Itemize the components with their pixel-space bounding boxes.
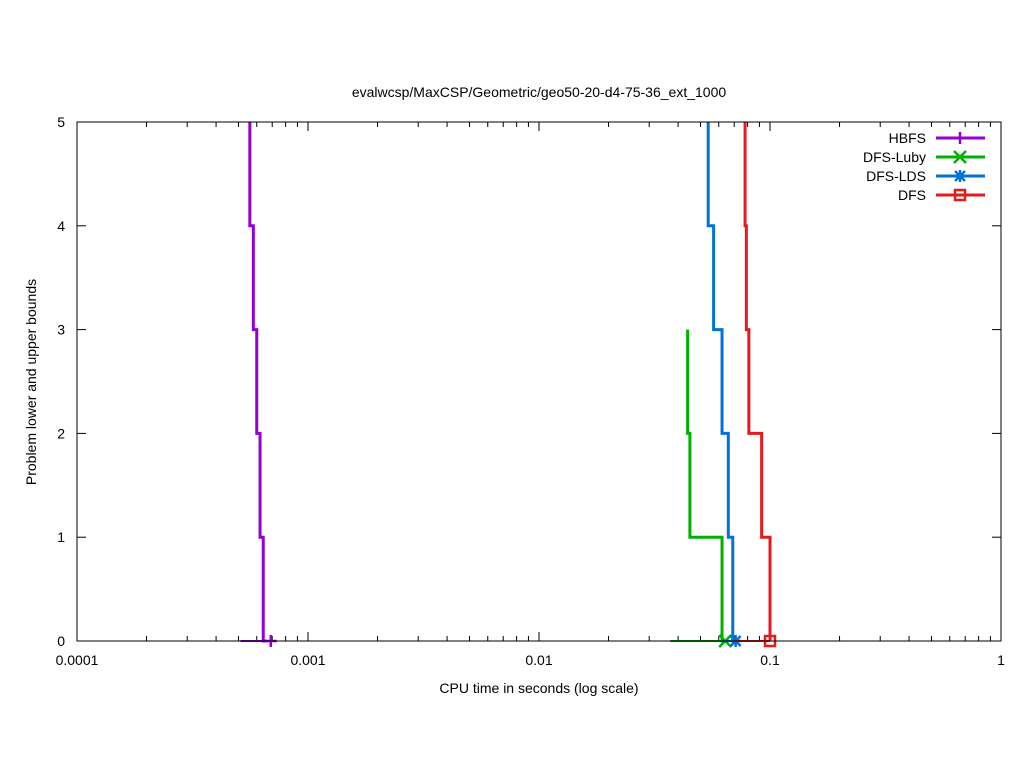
legend: HBFS DFS-Luby DFS-LDS DFS — [863, 130, 985, 203]
x-axis-label: CPU time in seconds (log scale) — [439, 680, 638, 696]
legend-label-dfs: DFS — [898, 187, 926, 203]
y-tick-label: 4 — [57, 218, 65, 234]
legend-label-dfs-luby: DFS-Luby — [863, 149, 926, 165]
y-axis-label: Problem lower and upper bounds — [23, 279, 39, 485]
series-dfs-lds-upper-bound — [706, 122, 736, 643]
legend-marker-dfs-lds — [954, 170, 966, 182]
series-hbfs — [240, 122, 277, 647]
legend-marker-dfs — [953, 188, 967, 202]
legend-label-dfs-lds: DFS-LDS — [866, 168, 926, 184]
x-tick-label: 0.01 — [525, 652, 552, 668]
x-tick-label: 1 — [997, 652, 1005, 668]
y-tick-label: 0 — [57, 633, 65, 649]
y-tick-label: 1 — [57, 529, 65, 545]
y-tick-label: 3 — [57, 322, 65, 338]
x-tick-label: 0.1 — [760, 652, 780, 668]
series-hbfs-upper-bound — [248, 122, 267, 643]
plot-frame — [76, 121, 1002, 642]
x-tick-label: 0.0001 — [56, 652, 99, 668]
series-lines — [240, 122, 777, 648]
series-dfs-lds — [706, 122, 742, 647]
series-dfs-luby-upper-bound — [686, 329, 726, 643]
legend-marker-dfs-box — [953, 188, 967, 202]
axis-ticks: 0 1 2 3 4 5 0.0001 0.001 0.01 0.1 1 — [56, 114, 1006, 668]
legend-marker-dfs-luby — [953, 150, 967, 164]
y-tick-label: 2 — [57, 425, 65, 441]
x-tick-label: 0.001 — [290, 652, 325, 668]
legend-marker-dfs-lds-d2 — [954, 170, 966, 182]
chart-title: evalwcsp/MaxCSP/Geometric/geo50-20-d4-75… — [352, 84, 727, 100]
y-tick-label: 5 — [57, 114, 65, 130]
legend-marker-dfs-luby-d2 — [953, 150, 967, 164]
series-dfs — [734, 122, 777, 648]
legend-label-hbfs: HBFS — [889, 130, 926, 146]
legend-marker-hbfs — [954, 132, 966, 144]
series-dfs-upper-bound — [743, 122, 772, 641]
